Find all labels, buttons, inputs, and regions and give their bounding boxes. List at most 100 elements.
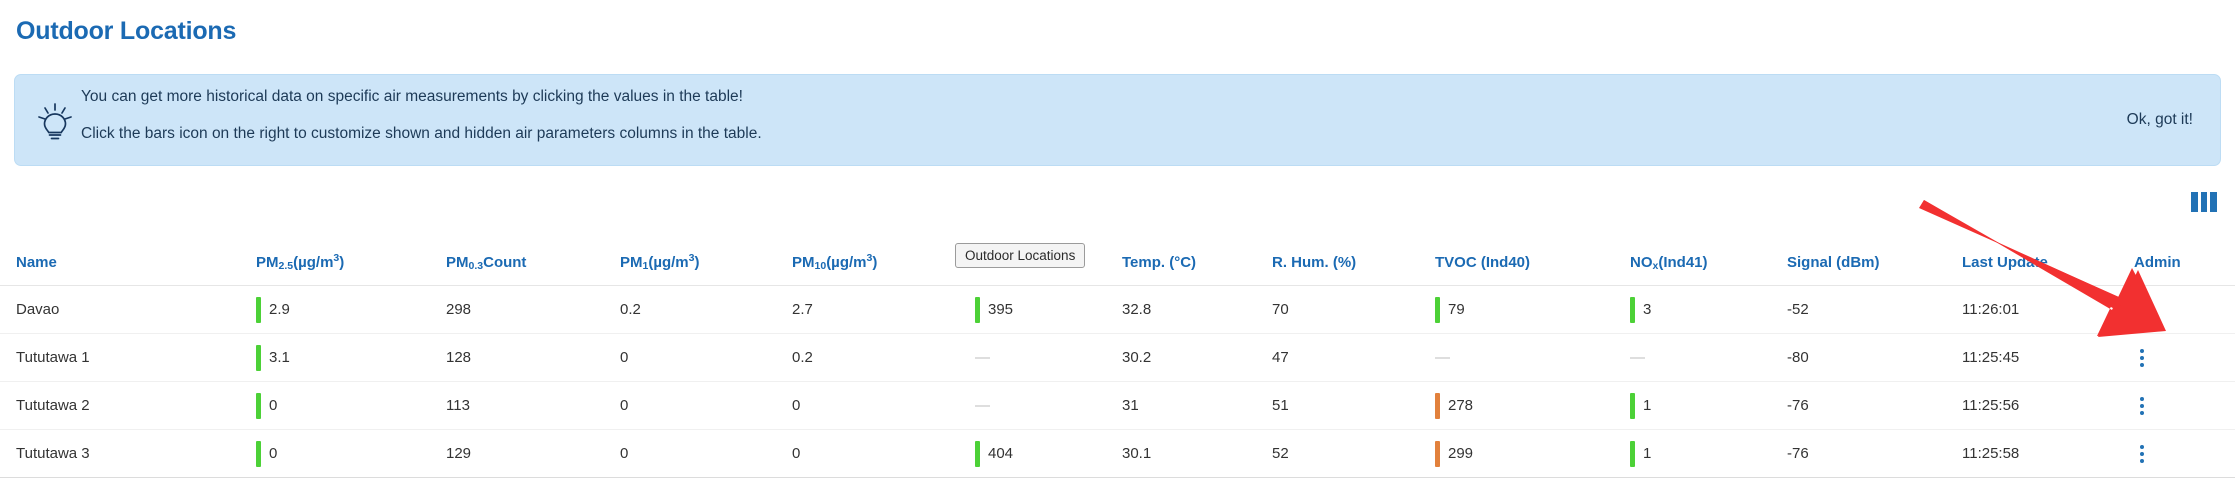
kebab-menu-icon[interactable] bbox=[2140, 396, 2144, 415]
cell-rhum-3[interactable]: 52 bbox=[1272, 430, 1289, 477]
column-header-pm25[interactable]: PM 2.5 (µg/m 3) bbox=[256, 251, 345, 272]
cell-temp-1[interactable]: 30.2 bbox=[1122, 334, 1151, 381]
column-header-pm10[interactable]: PM 10 (µg/m 3) bbox=[792, 251, 878, 272]
kebab-dot bbox=[2140, 307, 2144, 312]
cell-pm10-count-3[interactable]: 404 bbox=[975, 430, 1013, 477]
cell-rhum-2[interactable]: 51 bbox=[1272, 382, 1289, 429]
cell-temp-3[interactable]: 30.1 bbox=[1122, 430, 1151, 477]
cell-tvoc-2[interactable]: 278 bbox=[1435, 382, 1473, 429]
info-banner: You can get more historical data on spec… bbox=[14, 74, 2221, 166]
column-header-temp[interactable]: Temp. (°C) bbox=[1122, 254, 1197, 271]
column-header-nox[interactable]: NO x (Ind41) bbox=[1630, 254, 1708, 272]
cell-value: — bbox=[1630, 349, 1645, 366]
cell-signal-1[interactable]: -80 bbox=[1787, 334, 1809, 381]
cell-tvoc-1[interactable]: — bbox=[1435, 334, 1450, 381]
bars-icon-bar-2 bbox=[2200, 192, 2208, 212]
cell-value: 51 bbox=[1272, 397, 1289, 414]
cell-nox-1[interactable]: — bbox=[1630, 334, 1645, 381]
cell-value: 129 bbox=[446, 445, 472, 462]
cell-pm1-0[interactable]: 0.2 bbox=[620, 286, 641, 333]
banner-line-1: You can get more historical data on spec… bbox=[81, 88, 743, 105]
cell-value: 0 bbox=[620, 397, 629, 414]
table-body: Davao 2.9 298 0.2 2.7 395 32.8 70 79 3 -52 11:26:01… bbox=[0, 286, 2235, 478]
cell-value: 11:25:45 bbox=[1962, 349, 2020, 366]
cell-pm25-3[interactable]: 0 bbox=[256, 430, 277, 477]
table-row[interactable]: Tututawa 3 0 129 0 0 404 30.1 52 299 1 -76 11:25:58 bbox=[0, 430, 2235, 478]
cell-tvoc-0[interactable]: 79 bbox=[1435, 286, 1465, 333]
banner-text: You can get more historical data on spec… bbox=[81, 88, 1960, 143]
cell-pm25-0[interactable]: 2.9 bbox=[256, 286, 290, 333]
cell-pm10-count-0[interactable]: 395 bbox=[975, 286, 1013, 333]
cell-value: 0 bbox=[792, 397, 801, 414]
column-header-pm1[interactable]: PM 1 (µg/m 3) bbox=[620, 251, 700, 272]
cell-pm10-count-1[interactable]: — bbox=[975, 334, 990, 381]
column-header-tvoc[interactable]: TVOC (Ind40) bbox=[1435, 254, 1531, 271]
cell-tvoc-3[interactable]: 299 bbox=[1435, 430, 1473, 477]
cell-pm03-3[interactable]: 129 bbox=[446, 430, 471, 477]
cell-value: -76 bbox=[1787, 397, 1809, 414]
column-header-rhum[interactable]: R. Hum. (%) bbox=[1272, 254, 1357, 271]
cell-signal-0[interactable]: -52 bbox=[1787, 286, 1809, 333]
value-level-bar bbox=[1630, 440, 1635, 467]
cell-signal-2[interactable]: -76 bbox=[1787, 382, 1809, 429]
cell-value: 31 bbox=[1122, 397, 1139, 414]
cell-pm10-3[interactable]: 0 bbox=[792, 430, 800, 477]
cell-pm03-0[interactable]: 298 bbox=[446, 286, 471, 333]
cell-updated-3[interactable]: 11:25:58 bbox=[1962, 430, 2019, 477]
kebab-menu-icon[interactable] bbox=[2140, 444, 2144, 463]
cell-pm25-1[interactable]: 3.1 bbox=[256, 334, 290, 381]
kebab-dot bbox=[2140, 410, 2144, 415]
cell-pm1-1[interactable]: 0 bbox=[620, 334, 628, 381]
cell-admin-0 bbox=[2140, 286, 2144, 333]
cell-name-3: Tututawa 3 bbox=[16, 445, 90, 462]
cell-nox-0[interactable]: 3 bbox=[1630, 286, 1651, 333]
cell-pm10-1[interactable]: 0.2 bbox=[792, 334, 813, 381]
cell-pm25-2[interactable]: 0 bbox=[256, 382, 277, 429]
cell-updated-2[interactable]: 11:25:56 bbox=[1962, 382, 2019, 429]
cell-pm03-1[interactable]: 128 bbox=[446, 334, 471, 381]
cell-temp-0[interactable]: 32.8 bbox=[1122, 286, 1151, 333]
cell-updated-0[interactable]: 11:26:01 bbox=[1962, 286, 2019, 333]
cell-nox-2[interactable]: 1 bbox=[1630, 382, 1651, 429]
cell-pm1-3[interactable]: 0 bbox=[620, 430, 628, 477]
table-row[interactable]: Davao 2.9 298 0.2 2.7 395 32.8 70 79 3 -52 11:26:01 bbox=[0, 286, 2235, 334]
column-header-admin[interactable]: Admin bbox=[2134, 254, 2181, 271]
kebab-dot bbox=[2140, 348, 2144, 353]
kebab-dot bbox=[2140, 451, 2144, 456]
table-row[interactable]: Tututawa 2 0 113 0 0 — 31 51 278 1 -76 11:25:56 bbox=[0, 382, 2235, 430]
bars-icon[interactable] bbox=[2191, 192, 2218, 212]
value-level-bar bbox=[1435, 392, 1440, 419]
cell-temp-2[interactable]: 31 bbox=[1122, 382, 1139, 429]
cell-value: 2.7 bbox=[792, 301, 813, 318]
cell-value: 70 bbox=[1272, 301, 1289, 318]
cell-pm1-2[interactable]: 0 bbox=[620, 382, 628, 429]
column-header-signal[interactable]: Signal (dBm) bbox=[1787, 254, 1880, 271]
cell-rhum-0[interactable]: 70 bbox=[1272, 286, 1289, 333]
cell-updated-1[interactable]: 11:25:45 bbox=[1962, 334, 2019, 381]
cell-value: 32.8 bbox=[1122, 301, 1152, 318]
cell-rhum-1[interactable]: 47 bbox=[1272, 334, 1289, 381]
table-row[interactable]: Tututawa 1 3.1 128 0 0.2 — 30.2 47 — — -80 11:25:45 bbox=[0, 334, 2235, 382]
cell-value: — bbox=[975, 397, 990, 414]
cell-signal-3[interactable]: -76 bbox=[1787, 430, 1809, 477]
kebab-dot bbox=[2140, 362, 2144, 367]
cell-value: 30.2 bbox=[1122, 349, 1152, 366]
banner-line-2: Click the bars icon on the right to cust… bbox=[81, 124, 762, 142]
cell-pm10-count-2[interactable]: — bbox=[975, 382, 990, 429]
cell-pm10-0[interactable]: 2.7 bbox=[792, 286, 813, 333]
ok-got-it-button[interactable]: Ok, got it! bbox=[2126, 111, 2193, 128]
cell-value: 52 bbox=[1272, 445, 1289, 462]
column-header-updated[interactable]: Last Update bbox=[1962, 254, 2048, 271]
kebab-menu-icon[interactable] bbox=[2140, 348, 2144, 367]
cell-pm10-2[interactable]: 0 bbox=[792, 382, 800, 429]
value-level-bar bbox=[975, 296, 980, 323]
cell-value: — bbox=[975, 349, 990, 366]
cell-admin-3 bbox=[2140, 430, 2144, 477]
column-header-pm03[interactable]: PM 0.3 Count bbox=[446, 254, 527, 272]
column-header-name[interactable]: Name bbox=[16, 254, 57, 271]
cell-pm03-2[interactable]: 113 bbox=[446, 382, 470, 429]
kebab-menu-icon[interactable] bbox=[2140, 300, 2144, 319]
cell-nox-3[interactable]: 1 bbox=[1630, 430, 1651, 477]
cell-name-0: Davao bbox=[16, 301, 60, 318]
